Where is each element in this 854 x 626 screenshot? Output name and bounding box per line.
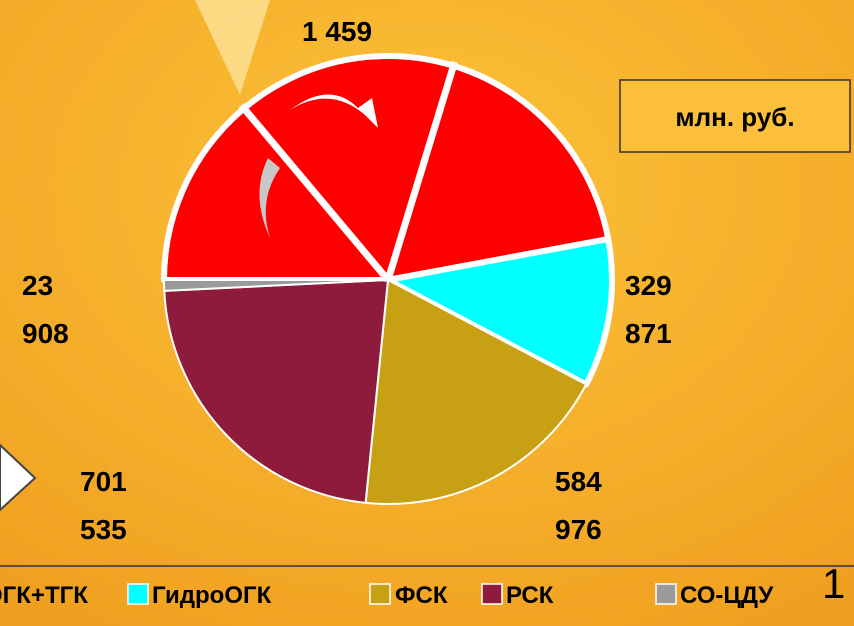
pie-slice [163, 279, 389, 504]
divider [384, 60, 459, 282]
light-beam [195, 0, 270, 95]
rotate-arrow [290, 94, 378, 128]
value-label: 701 535 [80, 466, 127, 545]
value-label: 1 459 [302, 16, 373, 47]
pie-slice [161, 53, 612, 283]
pie-slice [364, 279, 588, 505]
legend-swatch [369, 583, 391, 605]
pie-slice [385, 236, 615, 388]
legend-swatch [481, 583, 503, 605]
value-label: 23 908 [22, 270, 69, 349]
pie [161, 53, 615, 505]
legend-swatch [655, 583, 677, 605]
legend-label: СО-ЦДУ [680, 582, 774, 609]
legend-label: ОГК+ТГК [0, 582, 88, 609]
value-label: 584 976 [555, 466, 602, 545]
legend-label: РСК [506, 582, 554, 609]
value-label: 329 871 [625, 270, 672, 349]
page-number: 1 [822, 560, 845, 607]
divider [238, 103, 391, 283]
unit-box [619, 79, 851, 153]
unit-label: млн. руб. [675, 102, 794, 132]
rotate-arrow [259, 158, 280, 238]
arrow-shape [0, 443, 37, 512]
pie-slice [163, 279, 389, 292]
legend-swatch [127, 583, 149, 605]
legend-label: ГидроОГК [152, 582, 272, 609]
decoration [238, 60, 459, 283]
legend: ОГК+ТГК ГидроОГК ФСК РСК СО-ЦДУ [0, 582, 774, 609]
legend-label: ФСК [395, 582, 448, 609]
